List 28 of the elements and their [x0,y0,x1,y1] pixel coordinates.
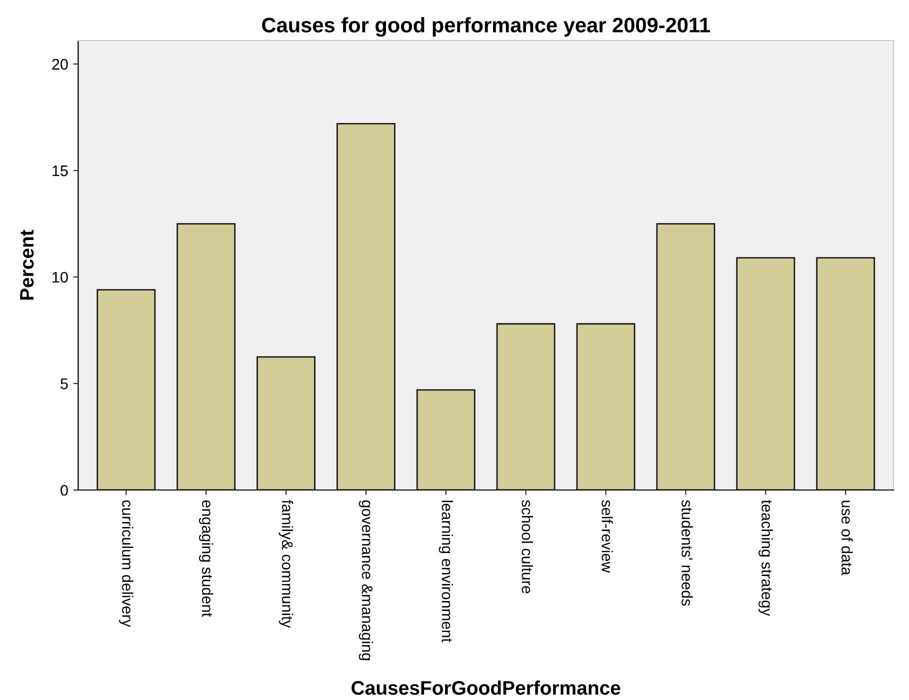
chart-title: Causes for good performance year 2009-2011 [262,17,710,37]
bar [96,289,156,490]
y-tick-label: 0 [60,484,68,496]
y-tick-label: 5 [60,378,68,390]
bar [496,323,556,490]
x-tick-label: students' needs [682,500,693,606]
x-tick-label: teaching strategy [758,500,773,616]
x-tick-label: engaging student [198,500,214,617]
x-axis-title: CausesForGoodPerformance [352,680,620,695]
y-tick-label: 20 [52,58,68,70]
bar [336,122,396,490]
x-tick-label: school culture [522,500,533,594]
y-tick-label: 10 [52,272,68,283]
x-tick-label: family& community [278,500,294,628]
bar [256,356,316,490]
bar [576,323,636,490]
x-tick-label: self-review [602,500,613,573]
x-tick-label: learning environment [438,500,454,642]
bar [176,223,236,490]
x-tick-label: use of data [841,500,853,576]
y-tick-label: 15 [52,166,68,176]
x-tick-label: curriculum delivery [119,500,134,628]
x-tick-label: governance &managing [358,500,374,660]
bar [656,223,716,490]
bar [416,389,476,490]
bar [816,257,876,490]
bar [736,257,796,490]
y-axis-title: Percent [20,230,34,300]
